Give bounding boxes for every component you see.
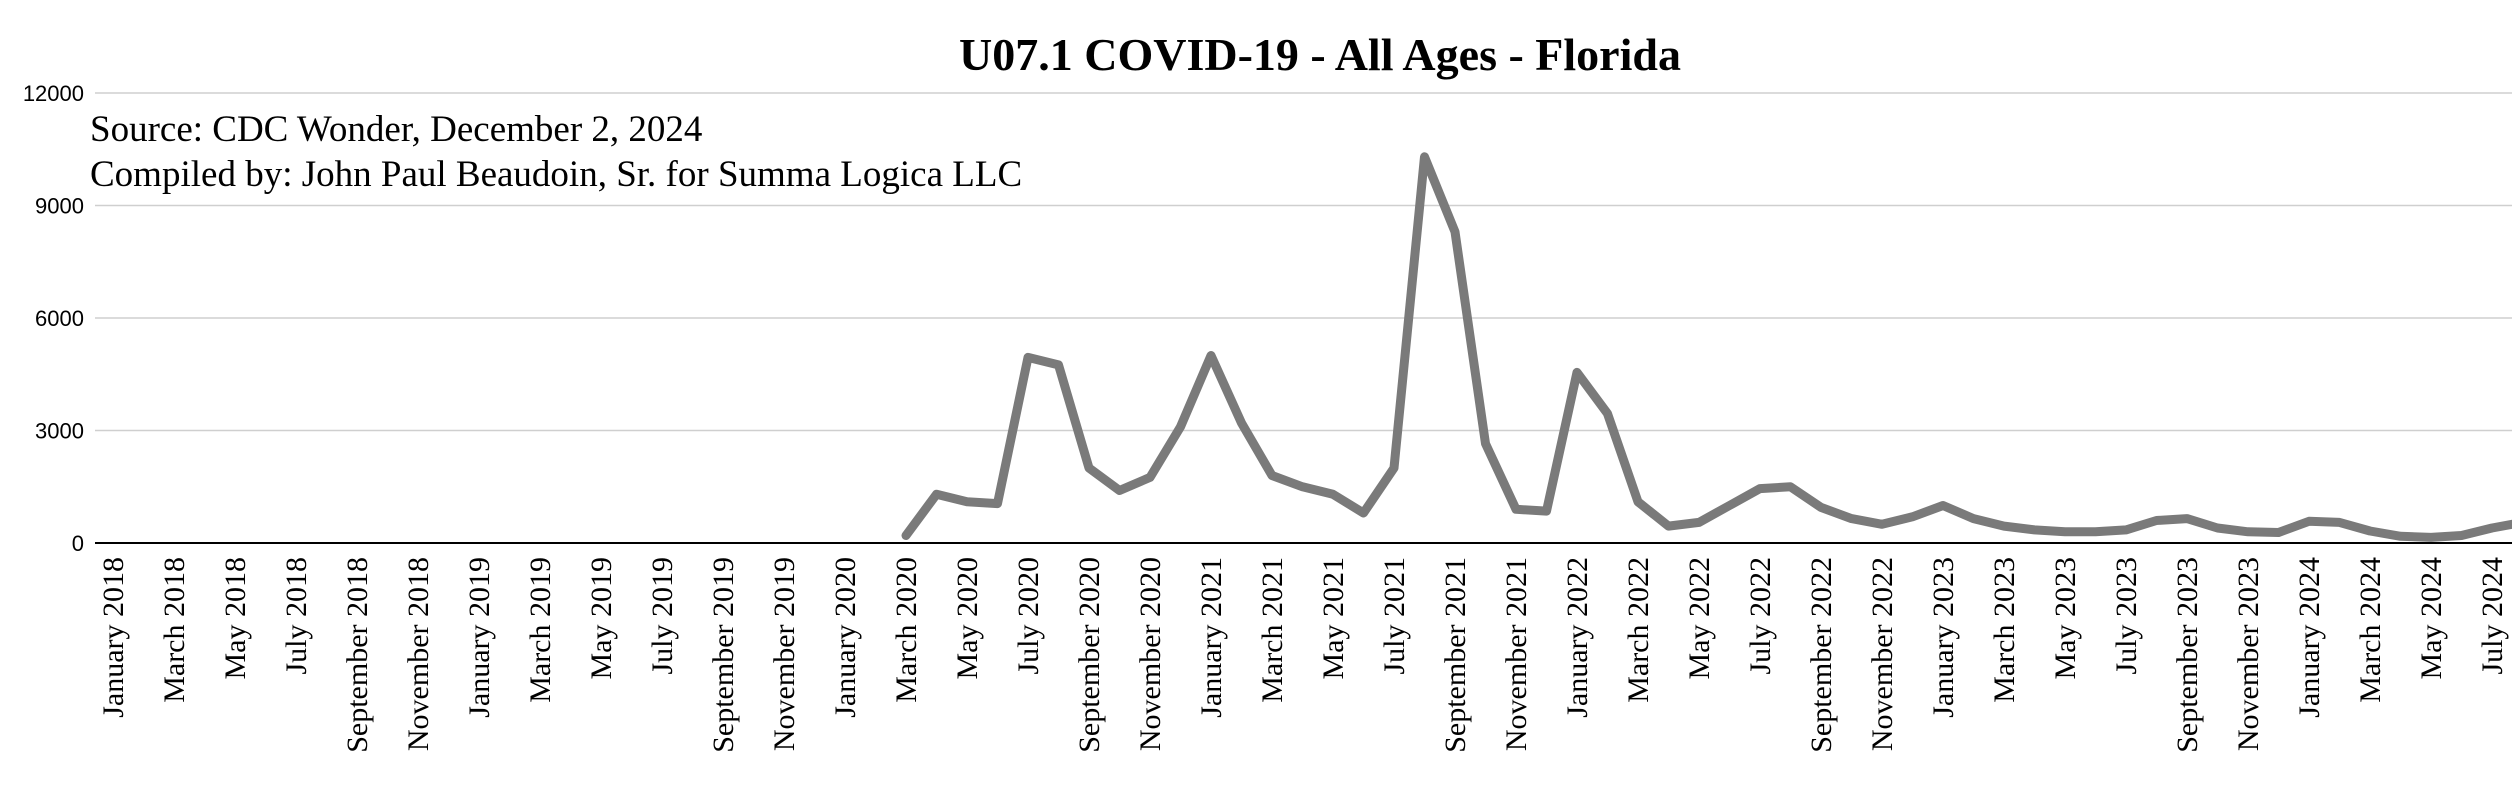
x-tick-label: March 2021: [1256, 557, 1289, 703]
x-tick-label: July 2021: [1378, 557, 1411, 675]
x-tick-label: January 2020: [829, 557, 862, 718]
x-tick-label: March 2022: [1622, 557, 1655, 703]
x-tick-label: November 2019: [768, 557, 801, 751]
x-tick-label: March 2024: [2354, 557, 2387, 703]
x-tick-label: November 2020: [1134, 557, 1167, 751]
x-tick-label: July 2023: [2110, 557, 2143, 675]
x-tick-label: May 2021: [1317, 557, 1350, 680]
x-tick-label: July 2020: [1012, 557, 1045, 675]
x-tick-label: July 2019: [646, 557, 679, 675]
x-tick-label: March 2023: [1988, 557, 2021, 703]
x-tick-label: November 2018: [402, 557, 435, 751]
x-tick-label: November 2021: [1500, 557, 1533, 751]
series-line: [901, 152, 2512, 542]
x-tick-label: May 2024: [2415, 557, 2448, 680]
x-tick-label: November 2022: [1866, 557, 1899, 751]
x-tick-label: May 2019: [585, 557, 618, 680]
x-tick-label: September 2022: [1805, 557, 1838, 753]
x-tick-label: January 2021: [1195, 557, 1228, 718]
x-tick-label: September 2021: [1439, 557, 1472, 753]
source-annotation: Source: CDC Wonder, December 2, 2024 Com…: [90, 109, 1022, 195]
x-tick-label: July 2022: [1744, 557, 1777, 675]
x-tick-label: May 2022: [1683, 557, 1716, 680]
x-tick-label: March 2019: [524, 557, 557, 703]
x-tick-label: January 2019: [463, 557, 496, 718]
x-tick-label: September 2019: [707, 557, 740, 753]
y-tick-label: 12000: [23, 81, 84, 106]
x-tick-label: January 2022: [1561, 557, 1594, 718]
source-line: Source: CDC Wonder, December 2, 2024: [90, 109, 702, 150]
x-tick-label: September 2018: [341, 557, 374, 753]
y-tick-label: 0: [72, 531, 84, 556]
x-tick-label: July 2024: [2476, 557, 2509, 675]
y-tick-label: 6000: [35, 306, 84, 331]
x-tick-label: March 2018: [158, 557, 191, 703]
x-tick-label: November 2023: [2232, 557, 2265, 751]
x-axis: January 2018 March 2018 May 2018 July 2018 S…: [95, 542, 2512, 753]
y-tick-label: 3000: [35, 419, 84, 444]
y-axis: 0 3000 6000 9000 12000: [23, 81, 84, 556]
y-tick-label: 9000: [35, 194, 84, 219]
x-tick-label: January 2023: [1927, 557, 1960, 718]
x-tick-label: January 2024: [2293, 557, 2326, 718]
series-layer: [901, 152, 2512, 542]
chart-title: U07.1 COVID-19 - All Ages - Florida: [959, 29, 1681, 80]
gridlines: [95, 92, 2512, 432]
x-tick-label: January 2018: [97, 557, 130, 718]
x-tick-label: May 2020: [951, 557, 984, 680]
compiled-by-line: Compiled by: John Paul Beaudoin, Sr. for…: [90, 154, 1022, 195]
x-tick-label: May 2023: [2049, 557, 2082, 680]
x-tick-label: July 2018: [280, 557, 313, 675]
x-tick-label: May 2018: [219, 557, 252, 680]
x-tick-label: September 2023: [2171, 557, 2204, 753]
x-tick-label: September 2020: [1073, 557, 1106, 753]
x-tick-label: March 2020: [890, 557, 923, 703]
